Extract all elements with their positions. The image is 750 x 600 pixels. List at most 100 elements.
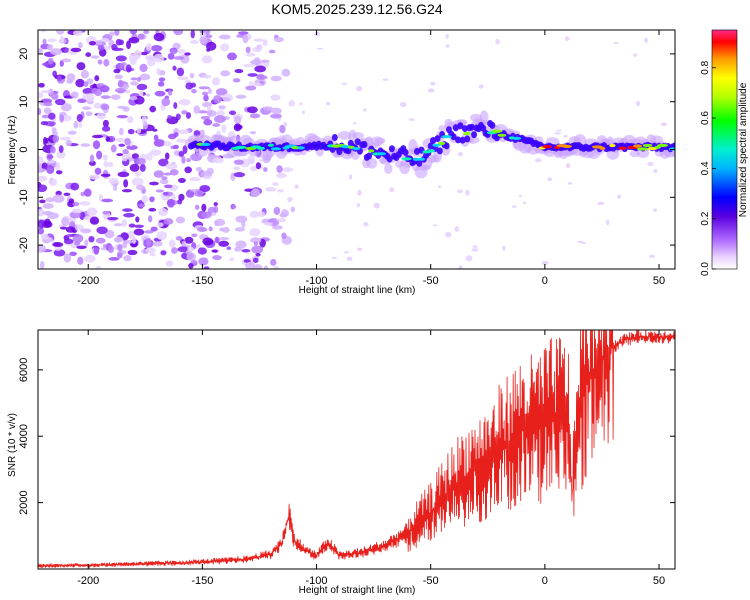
noise-blob <box>173 102 178 110</box>
noise-blob <box>70 47 82 53</box>
noise-blob <box>227 52 237 61</box>
signal-track <box>184 110 675 179</box>
noise-blob <box>153 139 165 147</box>
noise-blob <box>82 87 95 95</box>
noise-blob <box>53 249 66 257</box>
noise-blob <box>270 94 281 101</box>
noise-blob <box>280 209 289 217</box>
noise-blob <box>246 106 258 114</box>
noise-blob <box>72 201 80 207</box>
noise-blob <box>182 145 188 154</box>
noise-blob <box>653 208 657 212</box>
signal-streak <box>432 143 442 147</box>
noise-blob <box>89 154 95 163</box>
noise-blob <box>201 203 207 212</box>
signal-core <box>416 159 423 167</box>
noise-blob <box>129 163 140 172</box>
noise-blob <box>206 110 217 117</box>
noise-blob <box>245 46 251 54</box>
noise-blob <box>137 33 145 40</box>
noise-blob <box>138 203 146 208</box>
noise-blob <box>282 208 288 212</box>
noise-blob <box>564 36 570 42</box>
noise-blob <box>273 265 280 269</box>
noise-blob <box>139 73 151 81</box>
noise-blob <box>108 177 119 185</box>
noise-blob <box>149 105 157 113</box>
noise-blob <box>281 167 294 173</box>
noise-blob <box>149 181 159 186</box>
noise-blob <box>122 149 129 155</box>
noise-blob <box>357 247 363 252</box>
snr-ytick-label: 2000 <box>18 490 30 514</box>
noise-blob <box>54 98 66 106</box>
noise-blob <box>233 172 246 178</box>
noise-blob <box>114 74 124 80</box>
noise-blob <box>148 207 157 212</box>
noise-blob <box>42 62 49 67</box>
noise-blob <box>50 93 59 100</box>
noise-blob <box>64 48 69 53</box>
noise-blob <box>100 95 111 99</box>
noise-blob <box>121 188 133 193</box>
noise-blob <box>472 245 478 249</box>
noise-blob <box>263 265 269 269</box>
spectrogram-xtick-label: 50 <box>653 275 665 287</box>
noise-blob <box>171 247 178 254</box>
signal-core <box>388 145 395 153</box>
noise-blob <box>218 240 230 247</box>
noise-blob <box>129 95 138 101</box>
noise-blob <box>170 49 177 55</box>
signal-streak <box>599 146 606 151</box>
noise-blob <box>133 228 145 236</box>
noise-blob <box>234 227 245 232</box>
noise-blob <box>363 222 369 227</box>
noise-blob <box>132 235 137 245</box>
noise-blob <box>253 38 265 42</box>
snr-series <box>38 330 675 569</box>
spectrogram-ytick-label: -20 <box>18 237 30 253</box>
noise-blob <box>71 208 83 214</box>
noise-blob <box>249 113 261 119</box>
noise-blob <box>212 123 221 127</box>
noise-blob <box>103 58 110 67</box>
noise-blob <box>150 45 163 52</box>
signal-core <box>329 145 336 153</box>
spectrogram-y-label: Frequency (Hz) <box>7 116 18 185</box>
noise-blob <box>95 266 102 269</box>
noise-blob <box>39 199 46 204</box>
noise-blob <box>110 94 121 100</box>
noise-blob <box>75 78 85 88</box>
snr-ytick-label: 4000 <box>18 424 30 448</box>
noise-blob <box>238 31 249 35</box>
noise-blob <box>130 81 139 86</box>
noise-blob <box>215 88 228 96</box>
noise-blob <box>177 246 190 253</box>
noise-blob <box>102 119 109 128</box>
noise-blob <box>454 226 460 232</box>
noise-blob <box>202 102 213 108</box>
spectrogram-ytick-label: 0 <box>18 146 30 152</box>
noise-blob <box>63 238 74 245</box>
noise-blob <box>222 226 230 233</box>
noise-blob <box>254 65 266 73</box>
signal-halo <box>352 132 364 139</box>
signal-streak <box>542 145 553 149</box>
noise-blob <box>457 151 463 157</box>
signal-streak <box>297 146 305 150</box>
noise-blob <box>207 87 212 95</box>
noise-blob <box>348 174 353 180</box>
noise-blob <box>131 177 144 186</box>
noise-blob <box>222 93 234 103</box>
noise-blob <box>91 134 103 139</box>
noise-blob <box>172 144 179 150</box>
noise-blob <box>214 236 220 244</box>
noise-blob <box>218 105 226 110</box>
signal-streak <box>267 143 274 147</box>
signal-core <box>361 141 368 149</box>
noise-blob <box>547 177 553 182</box>
noise-blob <box>212 255 222 261</box>
noise-blob <box>270 258 277 266</box>
noise-blob <box>42 210 53 216</box>
noise-blob <box>233 166 241 171</box>
